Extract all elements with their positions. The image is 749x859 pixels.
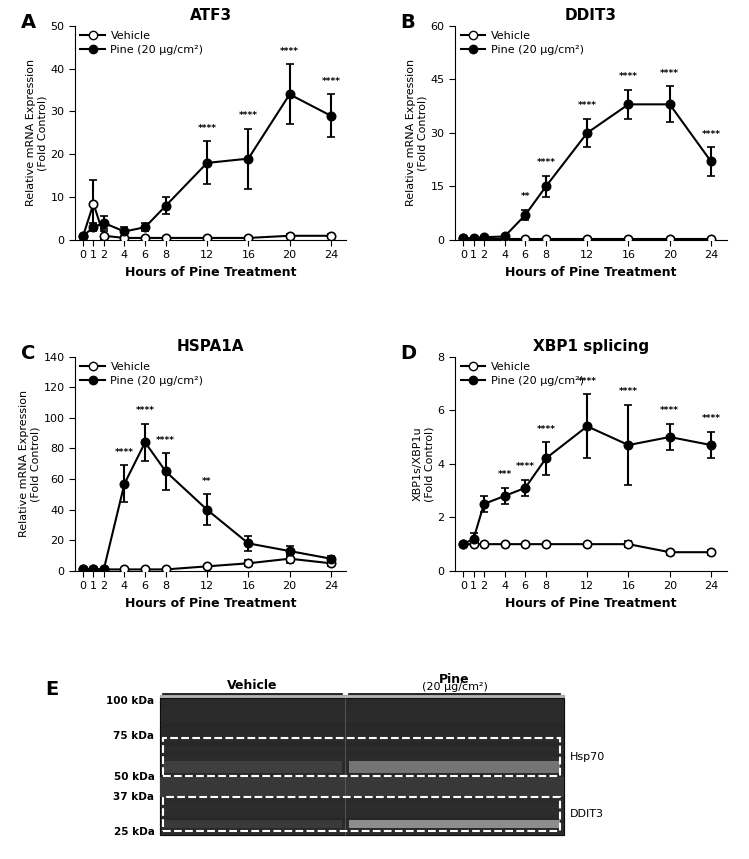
Text: DDIT3: DDIT3 <box>570 809 604 819</box>
Legend: Vehicle, Pine (20 μg/cm²): Vehicle, Pine (20 μg/cm²) <box>461 362 583 386</box>
Bar <box>160 719 563 722</box>
Bar <box>349 761 560 773</box>
Title: ATF3: ATF3 <box>189 9 231 23</box>
X-axis label: Hours of Pine Treatment: Hours of Pine Treatment <box>505 597 676 610</box>
Bar <box>160 799 563 801</box>
Y-axis label: Relative mRNA Expression
(Fold Control): Relative mRNA Expression (Fold Control) <box>406 59 428 206</box>
X-axis label: Hours of Pine Treatment: Hours of Pine Treatment <box>125 266 297 279</box>
X-axis label: Hours of Pine Treatment: Hours of Pine Treatment <box>505 266 676 279</box>
Legend: Vehicle, Pine (20 μg/cm²): Vehicle, Pine (20 μg/cm²) <box>80 31 204 55</box>
Text: ****: **** <box>619 387 638 396</box>
X-axis label: Hours of Pine Treatment: Hours of Pine Treatment <box>125 597 297 610</box>
Text: ****: **** <box>702 414 721 423</box>
Bar <box>160 776 563 778</box>
Text: B: B <box>401 13 416 32</box>
Bar <box>160 766 563 769</box>
Text: ****: **** <box>321 76 341 86</box>
Bar <box>160 714 563 716</box>
Text: ***: *** <box>497 471 512 479</box>
Bar <box>160 723 563 726</box>
Bar <box>163 819 342 828</box>
Bar <box>160 827 563 831</box>
Text: ****: **** <box>702 130 721 138</box>
Bar <box>163 761 342 773</box>
Bar <box>160 813 563 816</box>
Text: ****: **** <box>536 158 555 168</box>
Text: ****: **** <box>619 72 638 82</box>
Y-axis label: XBP1s/XBP1u
(Fold Control): XBP1s/XBP1u (Fold Control) <box>413 426 434 502</box>
Y-axis label: Relative mRNA Expression
(Fold Control): Relative mRNA Expression (Fold Control) <box>26 59 48 206</box>
Bar <box>160 742 563 745</box>
Bar <box>160 832 563 835</box>
Bar <box>160 747 563 750</box>
Bar <box>160 777 563 796</box>
Bar <box>160 823 563 825</box>
Title: HSPA1A: HSPA1A <box>177 339 244 354</box>
Text: **: ** <box>202 477 212 486</box>
Text: ****: **** <box>577 101 597 110</box>
Text: 50 kDa: 50 kDa <box>114 772 154 783</box>
Text: ****: **** <box>198 124 216 133</box>
Bar <box>160 780 563 783</box>
Text: 100 kDa: 100 kDa <box>106 697 154 706</box>
Text: D: D <box>401 344 417 362</box>
Bar <box>160 700 563 703</box>
Text: 25 kDa: 25 kDa <box>114 826 154 837</box>
Text: Pine: Pine <box>439 673 470 685</box>
Bar <box>160 795 563 797</box>
Text: ****: **** <box>157 436 175 444</box>
Bar <box>349 819 560 828</box>
Y-axis label: Relative mRNA Expression
(Fold Control): Relative mRNA Expression (Fold Control) <box>19 390 40 538</box>
Text: 37 kDa: 37 kDa <box>113 791 154 801</box>
Text: Vehicle: Vehicle <box>227 679 278 691</box>
Text: 75 kDa: 75 kDa <box>113 731 154 741</box>
Bar <box>160 752 563 754</box>
Text: A: A <box>20 13 36 32</box>
Text: ****: **** <box>115 448 134 457</box>
Bar <box>160 698 563 835</box>
Text: ****: **** <box>516 462 535 472</box>
Text: (20 μg/cm²): (20 μg/cm²) <box>422 682 488 691</box>
Text: ****: **** <box>536 425 555 434</box>
Text: ****: **** <box>239 111 258 120</box>
Bar <box>160 710 563 712</box>
Text: **: ** <box>521 192 530 201</box>
Bar <box>160 808 563 811</box>
Bar <box>160 761 563 764</box>
Bar <box>160 738 563 740</box>
Text: E: E <box>46 679 59 699</box>
Text: ****: **** <box>136 406 154 416</box>
Legend: Vehicle, Pine (20 μg/cm²): Vehicle, Pine (20 μg/cm²) <box>80 362 204 386</box>
Text: Hsp70: Hsp70 <box>570 752 605 762</box>
Bar <box>160 757 563 759</box>
Title: XBP1 splicing: XBP1 splicing <box>533 339 649 354</box>
Bar <box>160 785 563 788</box>
Bar <box>160 789 563 792</box>
Bar <box>160 733 563 735</box>
Bar <box>160 704 563 707</box>
Text: ****: **** <box>661 406 679 415</box>
Text: ****: **** <box>280 46 299 56</box>
Legend: Vehicle, Pine (20 μg/cm²): Vehicle, Pine (20 μg/cm²) <box>461 31 583 55</box>
Text: ****: **** <box>577 376 597 386</box>
Bar <box>160 818 563 820</box>
Bar <box>160 771 563 773</box>
Text: ****: **** <box>661 69 679 78</box>
Title: DDIT3: DDIT3 <box>565 9 616 23</box>
Text: C: C <box>20 344 35 362</box>
Bar <box>160 728 563 731</box>
Bar <box>160 695 563 698</box>
Bar <box>160 804 563 807</box>
